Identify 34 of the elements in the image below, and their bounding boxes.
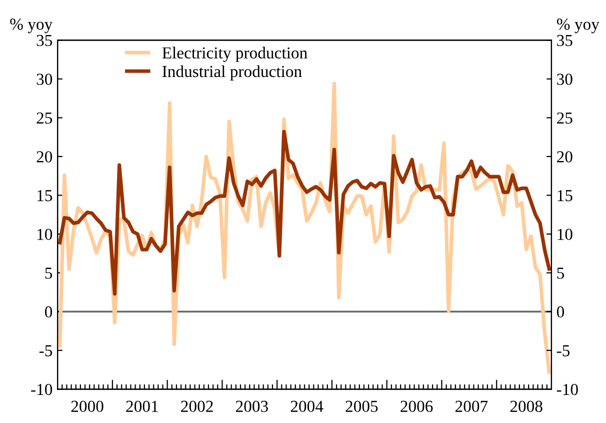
x-tick-label: 2002: [181, 400, 213, 412]
y2-tick-label: -5: [556, 345, 570, 356]
y2-tick-label: 30: [557, 74, 572, 85]
y-tick-label: -5: [39, 345, 52, 356]
y-tick-label: 10: [38, 228, 52, 240]
y2-tick-label: 25: [557, 112, 572, 124]
x-tick-label: 2000: [71, 400, 104, 412]
x-tick-label: 2005: [346, 400, 378, 412]
y-tick-label: 0: [45, 306, 52, 318]
legend-label: Electricity production: [162, 46, 308, 62]
y-tick-label: 20: [36, 151, 52, 162]
y-tick-label: 30: [36, 74, 52, 85]
x-tick-label: 2001: [126, 400, 158, 412]
y-tick-label: 25: [36, 112, 52, 124]
y-axis-title: % yoy: [10, 18, 53, 34]
y2-axis-title: % yoy: [556, 18, 600, 34]
y2-tick-label: -10: [556, 384, 578, 396]
y2-tick-label: 35: [557, 34, 572, 46]
x-tick-label: 2006: [400, 400, 433, 412]
x-tick-label: 2004: [290, 400, 324, 412]
x-tick-label: 2007: [455, 400, 488, 412]
y-tick-label: -10: [31, 384, 52, 396]
y2-tick-label: 20: [557, 151, 572, 162]
y2-tick-label: 15: [558, 190, 572, 202]
x-tick-label: 2008: [510, 400, 542, 412]
y-tick-label: 5: [45, 268, 52, 279]
y2-tick-label: 10: [558, 228, 572, 240]
y2-tick-label: 5: [557, 268, 564, 279]
y-tick-label: 35: [36, 34, 52, 46]
y2-tick-label: 0: [556, 306, 564, 318]
legend-label: Industrial production: [162, 65, 302, 81]
line-series: [58, 130, 551, 296]
x-tick-label: 2003: [236, 400, 268, 412]
y-tick-label: 15: [38, 190, 52, 202]
